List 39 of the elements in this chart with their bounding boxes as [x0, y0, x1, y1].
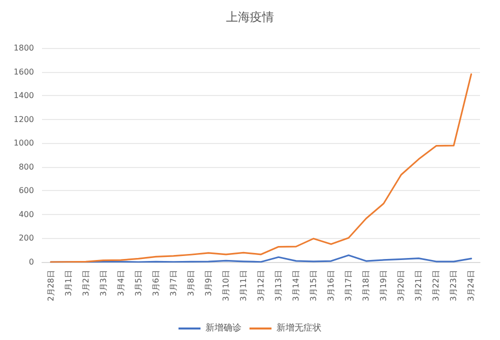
x-tick-label: 3月16日 [326, 270, 336, 302]
x-tick-label: 3月22日 [432, 270, 441, 302]
x-tick-label: 3月2日 [81, 270, 90, 296]
y-tick-label: 0 [28, 258, 34, 266]
y-tick-label: 800 [18, 162, 34, 172]
x-tick-label: 3月11日 [238, 270, 248, 302]
x-tick-label: 3月21日 [414, 270, 424, 302]
legend-label: 新增无症状 [276, 322, 322, 334]
x-tick-label: 2月28日 [46, 270, 56, 302]
y-tick-label: 400 [18, 210, 34, 219]
x-tick-label: 3月12日 [256, 270, 266, 302]
x-tick-label: 3月5日 [134, 270, 143, 296]
x-tick-label: 3月15日 [309, 270, 318, 302]
x-tick-label: 3月20日 [396, 270, 406, 302]
x-tick-label: 3月13日 [274, 270, 284, 302]
x-tick-label: 3月4日 [116, 270, 126, 296]
y-tick-label: 1800 [14, 44, 34, 52]
x-tick-label: 3月23日 [449, 270, 458, 302]
x-tick-label: 3月24日 [466, 270, 476, 302]
y-tick-label: 1600 [14, 67, 34, 76]
x-tick-label: 3月3日 [98, 270, 108, 296]
chart-title: 上海疫情 [226, 10, 274, 24]
y-tick-label: 1000 [14, 138, 34, 148]
line-series [50, 73, 472, 263]
x-tick-label: 3月19日 [379, 270, 388, 302]
y-tick-label: 1200 [14, 114, 34, 124]
x-tick-label: 3月10日 [221, 270, 230, 302]
x-tick-label: 3月17日 [344, 270, 354, 302]
x-tick-label: 3月1日 [64, 270, 73, 296]
x-tick-label: 3月14日 [292, 270, 301, 302]
x-tick-label: 3月18日 [362, 270, 371, 302]
x-tick-label: 3月6日 [151, 270, 160, 296]
y-tick-label: 1400 [14, 91, 34, 100]
x-tick-label: 3月8日 [186, 270, 196, 296]
y-tick-label: 600 [18, 186, 34, 196]
x-tick-label: 3月9日 [204, 270, 213, 296]
x-tick-label: 3月7日 [168, 270, 178, 296]
legend-label: 新增确诊 [206, 322, 242, 334]
y-tick-label: 200 [18, 234, 34, 243]
